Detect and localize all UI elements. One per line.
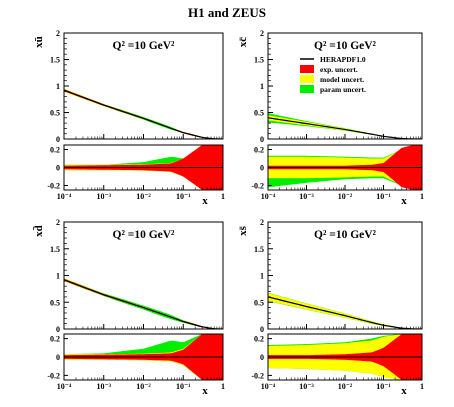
figure-title: H1 and ZEUS xyxy=(188,5,266,20)
x-tick-label: 1 xyxy=(221,382,225,391)
x-axis-label: x xyxy=(202,385,208,397)
q2-label: Q² =10 GeV² xyxy=(113,40,176,52)
ratio-y-tick-label: 0.2 xyxy=(50,146,60,155)
main-param-band xyxy=(268,292,422,329)
x-tick-label: 10⁻¹ xyxy=(176,192,191,201)
y-tick-label: 2 xyxy=(260,218,264,227)
x-tick-label: 1 xyxy=(420,382,424,391)
x-tick-label: 10⁻⁴ xyxy=(261,382,276,391)
legend-label: exp. uncert. xyxy=(320,65,358,74)
y-tick-label: 1 xyxy=(56,272,60,281)
main-param-band xyxy=(64,88,223,139)
q2-label: Q² =10 GeV² xyxy=(314,40,377,52)
y-tick-label: 0 xyxy=(260,135,264,144)
main-model-band xyxy=(64,88,223,139)
ratio-y-tick-label: -0.2 xyxy=(251,371,264,380)
y-tick-label: 2 xyxy=(260,29,264,38)
y-tick-label: 1.5 xyxy=(50,245,60,254)
legend-color-swatch xyxy=(300,65,314,73)
y-tick-label: 1 xyxy=(260,272,264,281)
x-tick-label: 10⁻⁴ xyxy=(57,382,72,391)
ratio-y-tick-label: 0 xyxy=(260,164,264,173)
central-line xyxy=(268,296,422,329)
main-exp-band xyxy=(64,278,223,329)
x-tick-label: 10⁻³ xyxy=(299,382,314,391)
x-tick-label: 10⁻⁴ xyxy=(261,192,276,201)
legend-color-swatch xyxy=(300,85,314,93)
y-axis-label: xs̄ xyxy=(237,225,249,236)
y-tick-label: 1.5 xyxy=(254,245,264,254)
ratio-y-tick-label: 0 xyxy=(260,353,264,362)
x-tick-label: 10⁻⁴ xyxy=(57,192,72,201)
y-tick-label: 1.5 xyxy=(50,56,60,65)
central-line xyxy=(64,279,223,329)
ratio-y-tick-label: -0.2 xyxy=(47,182,60,191)
main-model-band xyxy=(64,278,223,329)
main-exp-band xyxy=(64,89,223,139)
central-line xyxy=(268,117,422,139)
legend-label: param uncert. xyxy=(320,85,366,94)
x-axis-label: x xyxy=(401,195,407,207)
y-tick-label: 0.5 xyxy=(50,298,60,307)
ratio-y-tick-label: 0.2 xyxy=(254,335,264,344)
y-axis-label: xd̄ xyxy=(33,225,45,237)
y-axis-label: xū xyxy=(33,36,45,48)
y-tick-label: 1 xyxy=(56,82,60,91)
x-tick-label: 1 xyxy=(420,192,424,201)
y-tick-label: 2 xyxy=(56,218,60,227)
y-tick-label: 0 xyxy=(56,135,60,144)
ratio-y-tick-label: 0.2 xyxy=(50,335,60,344)
x-tick-label: 10⁻¹ xyxy=(176,382,191,391)
x-axis-label: x xyxy=(202,195,208,207)
x-tick-label: 1 xyxy=(221,192,225,201)
y-axis-label: xc̄ xyxy=(237,37,249,48)
panel-xubar: 0 0.5 1 1.5 2 xū Q² =10 GeV² 0.2 0 -0.210⁻⁴ 10⁻³ 10… xyxy=(33,29,225,207)
y-tick-label: 0 xyxy=(56,325,60,334)
y-tick-label: 0.5 xyxy=(50,109,60,118)
y-tick-label: 2 xyxy=(56,29,60,38)
x-axis-label: x xyxy=(401,385,407,397)
x-tick-label: 10⁻³ xyxy=(96,192,111,201)
x-tick-label: 10⁻¹ xyxy=(376,382,391,391)
x-tick-label: 10⁻² xyxy=(338,382,353,391)
q2-label: Q² =10 GeV² xyxy=(314,229,377,241)
ratio-y-tick-label: 0 xyxy=(56,164,60,173)
y-tick-label: 1.5 xyxy=(254,56,264,65)
x-tick-label: 10⁻² xyxy=(136,192,151,201)
x-tick-label: 10⁻¹ xyxy=(376,192,391,201)
main-model-band xyxy=(268,293,422,329)
legend-label: HERAPDF1.0 xyxy=(320,55,366,64)
y-tick-label: 1 xyxy=(260,82,264,91)
y-tick-label: 0.5 xyxy=(254,109,264,118)
y-tick-label: 0 xyxy=(260,325,264,334)
ratio-y-tick-label: -0.2 xyxy=(47,371,60,380)
x-tick-label: 10⁻³ xyxy=(299,192,314,201)
x-tick-label: 10⁻² xyxy=(338,192,353,201)
main-param-band xyxy=(64,278,223,329)
q2-label: Q² =10 GeV² xyxy=(113,229,176,241)
x-tick-label: 10⁻³ xyxy=(96,382,111,391)
central-line xyxy=(64,89,223,139)
x-tick-label: 10⁻² xyxy=(136,382,151,391)
legend-label: model uncert. xyxy=(320,75,364,84)
legend-color-swatch xyxy=(300,75,314,83)
ratio-y-tick-label: 0.2 xyxy=(254,146,264,155)
y-tick-label: 0.5 xyxy=(254,298,264,307)
ratio-y-tick-label: -0.2 xyxy=(251,182,264,191)
ratio-y-tick-label: 0 xyxy=(56,353,60,362)
